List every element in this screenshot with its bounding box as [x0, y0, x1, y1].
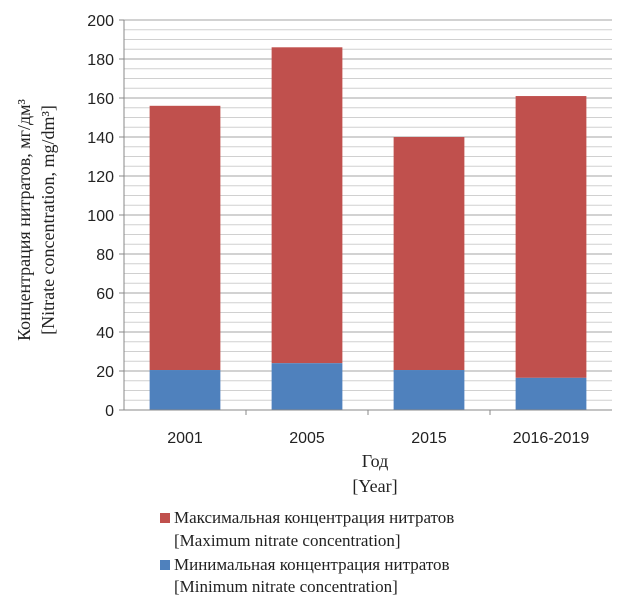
y-tick-label: 180	[87, 52, 114, 69]
legend-swatch-max	[160, 513, 170, 523]
x-axis-title-en: [Year]	[352, 476, 397, 496]
legend-label-max-ru: Максимальная концентрация нитратов	[174, 508, 454, 527]
y-tick-label: 100	[87, 208, 114, 225]
bar-max-2015	[393, 137, 465, 371]
x-tick-label: 2005	[289, 430, 325, 447]
y-tick-label: 60	[96, 286, 114, 303]
bar-min-2005	[271, 363, 343, 410]
bar-min-2016-2019	[515, 377, 587, 410]
bar-max-2001	[149, 105, 221, 371]
x-axis-title-ru: Год	[362, 451, 388, 471]
legend-swatch-min	[160, 560, 170, 570]
y-tick-label: 0	[105, 403, 114, 420]
bar-min-2001	[149, 370, 221, 410]
bar-max-2005	[271, 47, 343, 364]
legend: Максимальная концентрация нитратов [Maxi…	[160, 508, 454, 595]
bar-max-2016-2019	[515, 96, 587, 378]
x-tick-label: 2016-2019	[513, 430, 590, 447]
y-tick-label: 140	[87, 130, 114, 147]
x-axis-ticks: 2001 2005 2015 2016-2019	[167, 410, 589, 447]
legend-label-min-ru: Минимальная концентрация нитратов	[174, 555, 450, 574]
x-tick-label: 2001	[167, 430, 203, 447]
bars	[149, 47, 587, 410]
y-tick-label: 20	[96, 364, 114, 381]
y-tick-label: 120	[87, 169, 114, 186]
bar-min-2015	[393, 370, 465, 410]
legend-label-max-en: [Maximum nitrate concentration]	[174, 531, 401, 550]
y-tick-label: 40	[96, 325, 114, 342]
y-tick-label: 200	[87, 13, 114, 30]
legend-label-min-en: [Minimum nitrate concentration]	[174, 577, 398, 595]
y-axis-title-ru: Концентрация нитратов, мг/дм³	[14, 98, 34, 340]
y-axis-title-en: [Nitrate concentration, mg/dm³]	[38, 105, 58, 335]
y-tick-label: 160	[87, 91, 114, 108]
y-tick-label: 80	[96, 247, 114, 264]
x-tick-label: 2015	[411, 430, 447, 447]
y-axis-ticks: 0 20 40 60 80 100 120 140 160 180 200	[87, 13, 124, 420]
